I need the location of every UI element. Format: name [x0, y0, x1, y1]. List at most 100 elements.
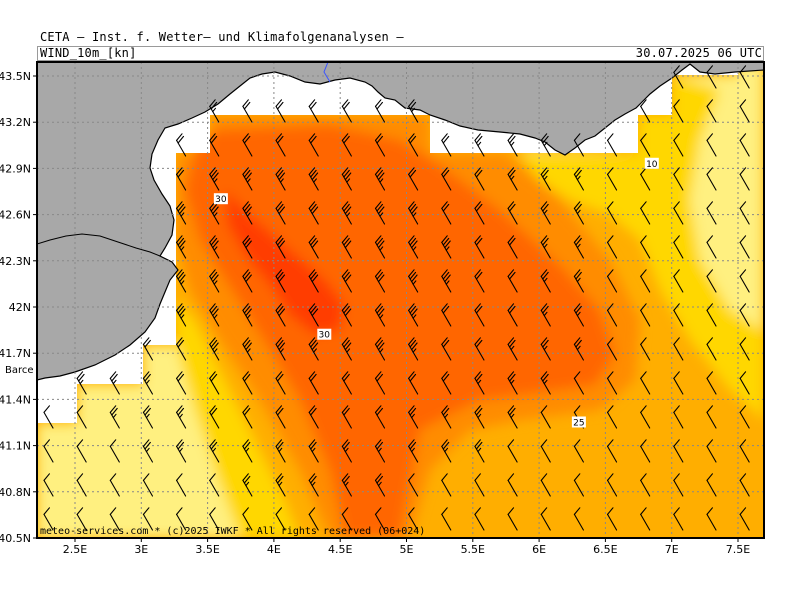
- wind-barb: [540, 439, 551, 463]
- wind-barb: [76, 439, 87, 463]
- wind-barb: [673, 235, 684, 259]
- wind-barb: [507, 439, 518, 463]
- wind-barb: [109, 405, 120, 429]
- wind-barb: [209, 371, 220, 395]
- wind-barb: [606, 133, 618, 157]
- wind-barb: [408, 337, 419, 361]
- wind-barb: [441, 201, 452, 225]
- wind-barb: [408, 269, 419, 293]
- wind-barb: [209, 439, 220, 463]
- wind-barb: [341, 167, 352, 191]
- wind-barb: [441, 133, 452, 157]
- wind-barb: [507, 405, 518, 429]
- wind-barb: [706, 473, 717, 497]
- wind-barb: [507, 371, 518, 395]
- wind-barb: [507, 133, 518, 157]
- wind-barb: [242, 235, 253, 259]
- wind-barb: [441, 371, 452, 395]
- wind-barb: [739, 201, 750, 225]
- wind-barb: [176, 167, 187, 191]
- wind-barb: [540, 303, 551, 327]
- wind-barb: [308, 371, 319, 395]
- wind-barb: [176, 337, 187, 361]
- wind-barb: [673, 99, 684, 123]
- city-label: Barce: [5, 365, 34, 376]
- wind-barb: [176, 405, 187, 429]
- wind-barb: [573, 439, 584, 463]
- wind-barb: [540, 167, 551, 191]
- y-tick-label: 42N: [9, 301, 31, 314]
- wind-barb: [441, 235, 452, 259]
- wind-barb: [275, 405, 286, 429]
- x-axis: 2.5E 3E 3.5E 4E 4.5E 5E 5.5E 6E 6.5E 7E 7.5E: [63, 538, 750, 556]
- wind-barb: [142, 371, 153, 395]
- x-tick-label: 6E: [532, 543, 546, 556]
- wind-barb: [242, 371, 253, 395]
- wind-barb: [275, 167, 286, 191]
- band-light-west: [176, 300, 300, 538]
- wind-barb: [176, 133, 187, 157]
- wind-barb: [209, 99, 220, 123]
- wind-barb: [308, 269, 319, 293]
- wind-barb: [176, 235, 187, 259]
- y-tick-label: 41.4N: [0, 393, 31, 406]
- wind-barb: [640, 133, 651, 157]
- wind-barb: [374, 167, 386, 191]
- wind-barb: [374, 269, 386, 293]
- wind-barb: [507, 201, 518, 225]
- wind-barb: [209, 235, 220, 259]
- contour-labels: 30 30 25 10: [213, 157, 659, 429]
- wind-barb: [374, 201, 386, 225]
- wind-barb: [540, 235, 551, 259]
- wind-barb: [540, 507, 551, 531]
- wind-barb: [275, 507, 286, 531]
- wind-barb: [441, 507, 452, 531]
- wind-barb: [640, 201, 651, 225]
- wind-barb: [275, 201, 286, 225]
- wind-barb: [640, 337, 651, 361]
- valid-time: 30.07.2025 06 UTC: [635, 46, 762, 60]
- y-tick-label: 42.9N: [0, 162, 31, 175]
- wind-barb: [408, 405, 419, 429]
- x-tick-label: 7.5E: [726, 543, 750, 556]
- wind-barb: [308, 167, 319, 191]
- y-tick-label: 41.7N: [0, 347, 31, 360]
- wind-barb: [176, 439, 187, 463]
- map-frame: [36, 61, 765, 539]
- x-tick-label: 6.5E: [593, 543, 617, 556]
- wind-barb: [408, 371, 419, 395]
- wind-barb: [275, 133, 286, 157]
- wind-barb: [209, 303, 220, 327]
- wind-barb: [474, 473, 485, 497]
- wind-barb: [573, 371, 584, 395]
- x-tick-label: 3.5E: [195, 543, 219, 556]
- wind-barb: [573, 507, 584, 531]
- wind-barb: [308, 337, 319, 361]
- wind-barb: [43, 405, 54, 429]
- x-tick-label: 4.5E: [328, 543, 352, 556]
- y-axis: 43.5N 43.2N 42.9N 42.6N 42.3N 42N 41.7N 41.4N 41…: [0, 70, 37, 545]
- wind-barb: [76, 507, 87, 531]
- wind-barb: [209, 269, 220, 293]
- wind-barb: [573, 337, 584, 361]
- wind-barb: [209, 167, 220, 191]
- contour-label: 30: [215, 195, 227, 205]
- wind-barb: [673, 167, 684, 191]
- wind-barb: [640, 405, 651, 429]
- wind-barb: [706, 303, 717, 327]
- wind-barb: [706, 371, 717, 395]
- wind-barb: [706, 405, 717, 429]
- y-tick-label: 41.1N: [0, 440, 31, 453]
- wind-barb: [308, 133, 319, 157]
- wind-barb: [540, 269, 551, 293]
- wind-barb: [474, 133, 485, 157]
- wind-barb: [408, 99, 419, 123]
- wind-barb: [341, 303, 352, 327]
- wind-barb: [408, 473, 419, 497]
- wind-barb: [43, 439, 54, 463]
- wind-barb: [739, 507, 750, 531]
- wind-barb: [673, 507, 684, 531]
- wind-barb: [474, 507, 485, 531]
- wind-barb: [540, 371, 551, 395]
- wind-barb: [109, 473, 120, 497]
